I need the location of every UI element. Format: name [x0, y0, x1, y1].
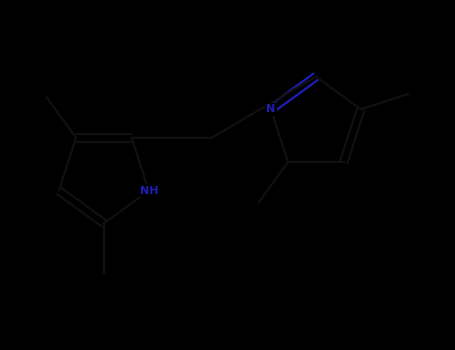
Text: NH: NH	[140, 186, 158, 196]
Text: N: N	[266, 104, 276, 114]
